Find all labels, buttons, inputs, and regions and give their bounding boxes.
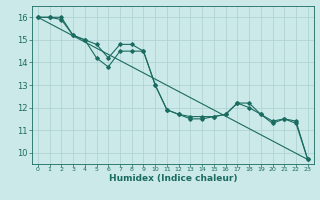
X-axis label: Humidex (Indice chaleur): Humidex (Indice chaleur) xyxy=(108,174,237,183)
